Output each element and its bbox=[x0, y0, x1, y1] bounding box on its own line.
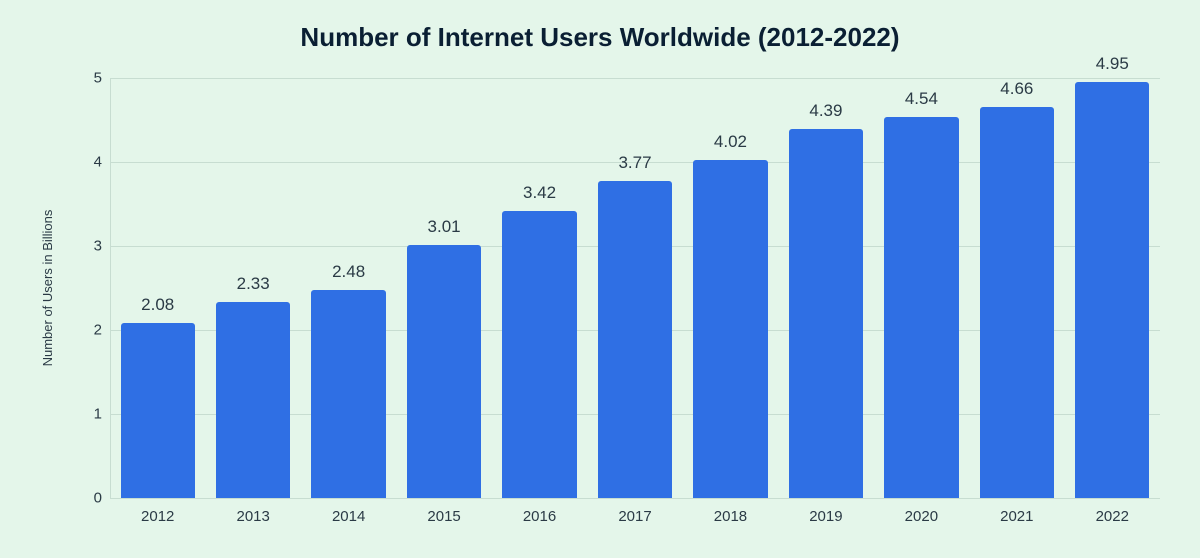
bar-value-label: 4.02 bbox=[714, 132, 747, 152]
bar-value-label: 4.66 bbox=[1000, 79, 1033, 99]
bar-value-label: 2.48 bbox=[332, 262, 365, 282]
bar bbox=[216, 302, 290, 498]
x-tick-label: 2017 bbox=[618, 508, 651, 525]
bar bbox=[598, 181, 672, 498]
bar bbox=[1075, 82, 1149, 498]
x-tick-label: 2015 bbox=[427, 508, 460, 525]
gridline bbox=[110, 498, 1160, 499]
bar-value-label: 2.33 bbox=[237, 274, 270, 294]
bar-value-label: 3.42 bbox=[523, 183, 556, 203]
y-axis-label: Number of Users in Billions bbox=[40, 78, 55, 498]
bar-value-label: 4.95 bbox=[1096, 54, 1129, 74]
bar bbox=[980, 107, 1054, 498]
x-tick-label: 2019 bbox=[809, 508, 842, 525]
y-tick-label: 0 bbox=[76, 490, 102, 507]
bar bbox=[502, 211, 576, 498]
x-tick-label: 2014 bbox=[332, 508, 365, 525]
bar bbox=[121, 323, 195, 498]
bar-value-label: 4.54 bbox=[905, 89, 938, 109]
y-axis-line bbox=[110, 78, 111, 498]
y-tick-label: 2 bbox=[76, 322, 102, 339]
bar bbox=[884, 117, 958, 498]
bar bbox=[407, 245, 481, 498]
x-tick-label: 2022 bbox=[1096, 508, 1129, 525]
y-tick-label: 3 bbox=[76, 238, 102, 255]
bar bbox=[311, 290, 385, 498]
plot-area: 0123452.0820122.3320132.4820143.0120153.… bbox=[110, 78, 1160, 498]
chart-title: Number of Internet Users Worldwide (2012… bbox=[0, 22, 1200, 53]
bar-value-label: 3.01 bbox=[428, 217, 461, 237]
bar bbox=[693, 160, 767, 498]
x-tick-label: 2018 bbox=[714, 508, 747, 525]
bar-value-label: 4.39 bbox=[809, 101, 842, 121]
y-tick-label: 1 bbox=[76, 406, 102, 423]
y-tick-label: 4 bbox=[76, 154, 102, 171]
bar-value-label: 2.08 bbox=[141, 295, 174, 315]
bar bbox=[789, 129, 863, 498]
x-tick-label: 2013 bbox=[236, 508, 269, 525]
chart-canvas: Number of Internet Users Worldwide (2012… bbox=[0, 0, 1200, 558]
bar-value-label: 3.77 bbox=[618, 153, 651, 173]
x-tick-label: 2021 bbox=[1000, 508, 1033, 525]
x-tick-label: 2012 bbox=[141, 508, 174, 525]
x-tick-label: 2016 bbox=[523, 508, 556, 525]
y-tick-label: 5 bbox=[76, 70, 102, 87]
x-tick-label: 2020 bbox=[905, 508, 938, 525]
